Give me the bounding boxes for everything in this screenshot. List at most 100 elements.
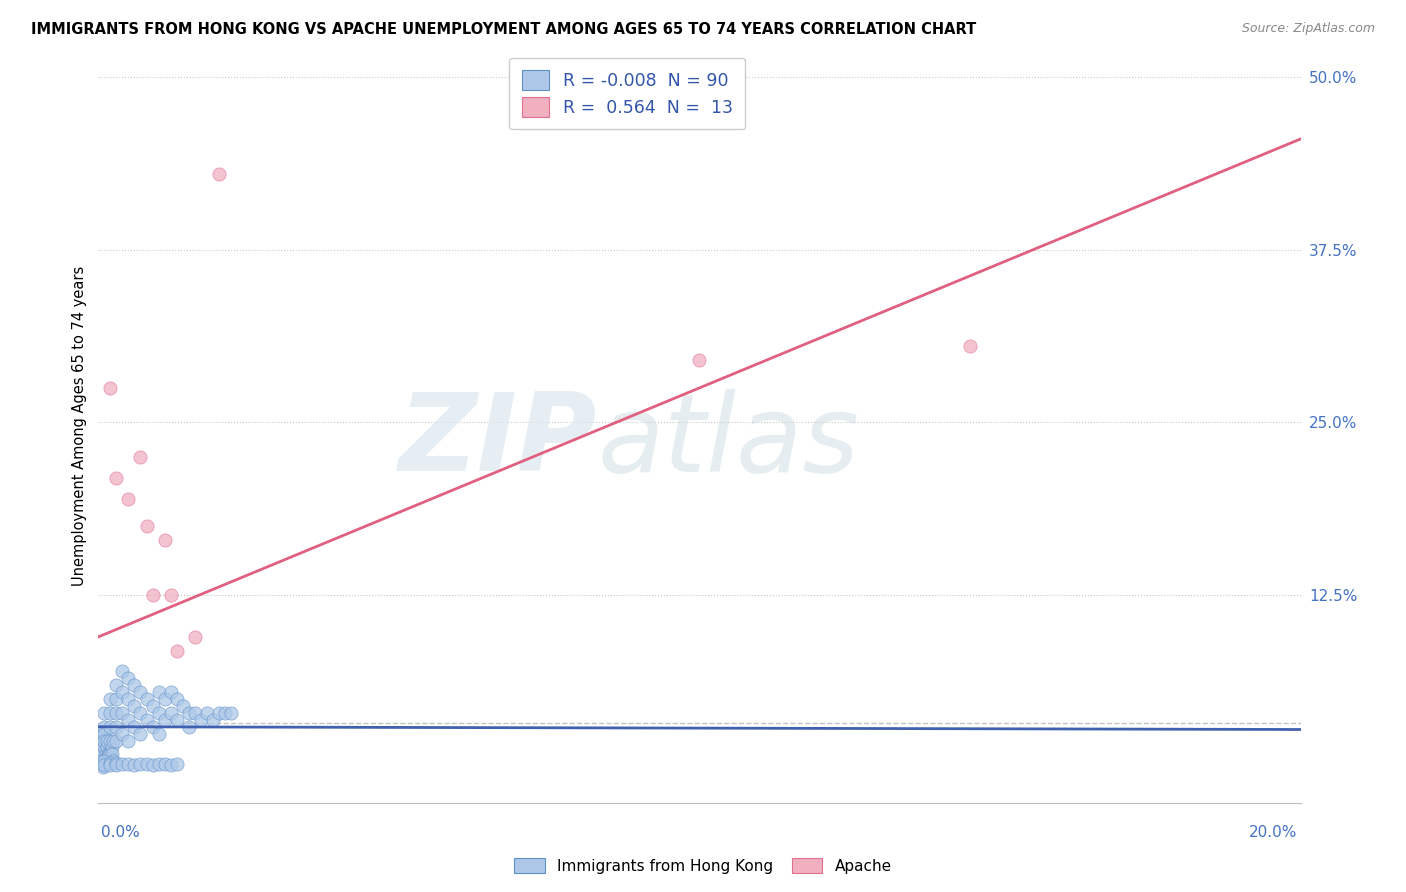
Point (148, 726, 170, 740)
Point (117, 671, 139, 685)
Point (94, 747, 117, 762)
Point (91, 758, 114, 772)
Point (148, 706, 170, 720)
Point (214, 706, 236, 720)
Point (172, 698, 194, 713)
Point (89, 733, 111, 747)
Point (100, 740, 122, 755)
Point (124, 758, 146, 772)
Point (91, 726, 114, 740)
Point (96, 754, 118, 768)
Point (195, 706, 218, 720)
Point (93, 726, 115, 740)
Text: Source: ZipAtlas.com: Source: ZipAtlas.com (1241, 22, 1375, 36)
Point (90, 754, 112, 768)
Point (100, 756, 122, 770)
Point (100, 733, 122, 747)
Point (141, 698, 163, 713)
Point (201, 713, 224, 727)
Point (135, 692, 157, 706)
Point (91, 747, 114, 762)
Point (100, 692, 122, 706)
Point (159, 588, 181, 602)
Point (96, 733, 118, 747)
Point (97, 747, 120, 762)
Point (111, 706, 134, 720)
Point (91, 760, 114, 774)
Point (111, 726, 134, 740)
Point (190, 713, 212, 727)
Point (141, 720, 163, 734)
Point (177, 720, 200, 734)
Point (166, 713, 188, 727)
Point (105, 733, 128, 747)
Point (90, 747, 112, 762)
Legend: Immigrants from Hong Kong, Apache: Immigrants from Hong Kong, Apache (509, 852, 897, 880)
Point (93, 740, 115, 755)
Point (166, 692, 188, 706)
Text: 0.0%: 0.0% (101, 825, 141, 840)
Point (111, 757, 134, 772)
Point (141, 588, 163, 602)
Point (117, 713, 139, 727)
Point (111, 665, 134, 679)
Point (105, 678, 128, 692)
Point (100, 706, 122, 720)
Point (96, 740, 118, 755)
Point (135, 519, 157, 533)
Point (208, 706, 231, 720)
Point (105, 692, 128, 706)
Point (153, 713, 176, 727)
Point (105, 706, 128, 720)
Point (129, 450, 152, 464)
Point (159, 758, 181, 772)
Point (100, 720, 122, 734)
Point (129, 706, 152, 720)
Point (101, 754, 124, 768)
Point (688, 353, 710, 368)
Point (93, 720, 115, 734)
Point (141, 758, 163, 772)
Point (148, 757, 170, 772)
Point (100, 381, 122, 395)
Point (105, 471, 128, 485)
Point (208, 167, 231, 181)
Point (124, 678, 146, 692)
Text: atlas: atlas (598, 389, 859, 493)
Point (105, 758, 128, 772)
Point (166, 757, 188, 772)
Point (90, 754, 112, 768)
Point (129, 685, 152, 699)
Point (117, 491, 139, 506)
Point (219, 706, 242, 720)
Point (959, 339, 981, 353)
Point (129, 726, 152, 740)
Point (100, 747, 122, 762)
Point (105, 720, 128, 734)
Legend: R = -0.008  N = 90, R =  0.564  N =  13: R = -0.008 N = 90, R = 0.564 N = 13 (509, 58, 745, 129)
Point (166, 643, 188, 657)
Point (153, 533, 176, 547)
Point (135, 713, 157, 727)
Text: ZIP: ZIP (399, 388, 598, 494)
Point (91, 757, 114, 772)
Point (93, 733, 115, 747)
Point (93, 754, 115, 768)
Point (93, 706, 115, 720)
Point (129, 757, 152, 772)
Point (117, 757, 139, 772)
Text: 20.0%: 20.0% (1250, 825, 1298, 840)
Point (153, 757, 176, 772)
Point (93, 758, 115, 772)
Point (111, 685, 134, 699)
Point (100, 758, 122, 772)
Point (153, 692, 176, 706)
Point (103, 733, 125, 747)
Point (177, 706, 200, 720)
Point (159, 706, 181, 720)
Point (89, 740, 111, 755)
Y-axis label: Unemployment Among Ages 65 to 74 years: Unemployment Among Ages 65 to 74 years (72, 266, 87, 586)
Point (101, 747, 124, 762)
Text: IMMIGRANTS FROM HONG KONG VS APACHE UNEMPLOYMENT AMONG AGES 65 TO 74 YEARS CORRE: IMMIGRANTS FROM HONG KONG VS APACHE UNEM… (31, 22, 976, 37)
Point (98, 747, 121, 762)
